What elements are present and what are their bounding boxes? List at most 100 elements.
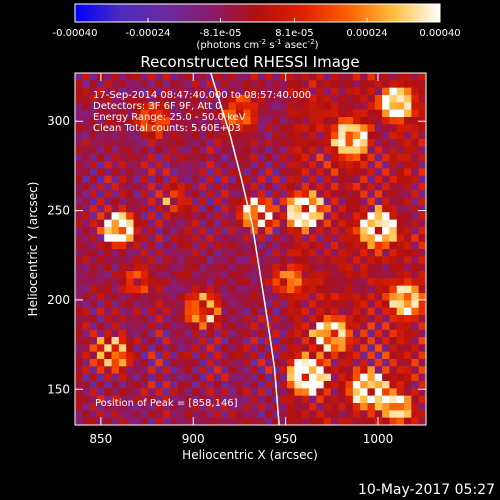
heatmap-pixel	[301, 80, 310, 89]
heatmap-pixel	[330, 212, 339, 221]
heatmap-pixel	[279, 278, 288, 287]
heatmap-pixel	[140, 212, 149, 221]
heatmap-pixel	[118, 388, 127, 397]
heatmap-pixel	[243, 205, 252, 213]
heatmap-pixel	[367, 256, 376, 265]
heatmap-pixel	[272, 161, 281, 169]
heatmap-pixel	[243, 329, 252, 338]
heatmap-pixel	[330, 87, 339, 96]
heatmap-pixel	[104, 395, 113, 404]
heatmap-pixel	[316, 285, 325, 294]
heatmap-pixel	[338, 146, 347, 155]
heatmap-pixel	[257, 373, 266, 382]
heatmap-pixel	[411, 307, 420, 316]
heatmap-pixel	[96, 373, 105, 382]
heatmap-pixel	[75, 293, 83, 301]
heatmap-pixel	[272, 219, 281, 228]
heatmap-pixel	[250, 161, 259, 169]
heatmap-pixel	[257, 124, 266, 133]
heatmap-pixel	[228, 212, 237, 221]
heatmap-pixel	[338, 139, 347, 147]
x-axis: 850 900 950 1000	[89, 73, 393, 446]
heatmap-pixel	[338, 315, 347, 323]
heatmap-pixel	[118, 278, 127, 287]
heatmap-pixel	[126, 344, 135, 353]
heatmap-pixel	[265, 263, 274, 272]
heatmap-pixel	[148, 124, 157, 133]
heatmap-pixel	[206, 102, 215, 111]
heatmap-pixel	[287, 234, 295, 243]
heatmap-pixel	[199, 307, 208, 316]
heatmap-pixel	[294, 417, 303, 425]
heatmap-pixel	[126, 307, 135, 316]
heatmap-pixel	[316, 241, 325, 250]
heatmap-pixel	[323, 197, 332, 206]
heatmap-pixel	[140, 373, 149, 382]
heatmap-pixel	[96, 344, 105, 353]
heatmap-pixel	[155, 285, 164, 294]
heatmap-pixel	[111, 278, 120, 287]
heatmap-pixel	[162, 359, 171, 367]
heatmap-pixel	[155, 300, 164, 309]
heatmap-pixel	[396, 300, 405, 309]
heatmap-pixel	[213, 234, 222, 243]
heatmap-pixel	[243, 256, 252, 265]
heatmap-pixel	[360, 293, 369, 301]
heatmap-pixel	[287, 388, 295, 397]
heatmap-pixel	[89, 410, 98, 419]
heatmap-pixel	[133, 373, 142, 382]
heatmap-pixel	[126, 381, 135, 389]
heatmap-pixel	[309, 219, 317, 228]
colorbar-tick-label: -0.00040	[53, 28, 98, 39]
heatmap-pixel	[367, 146, 376, 155]
heatmap-pixel	[404, 256, 412, 265]
heatmap-pixel	[301, 102, 310, 111]
heatmap-pixel	[75, 73, 83, 81]
heatmap-pixel	[148, 388, 157, 397]
heatmap-pixel	[170, 168, 178, 177]
heatmap-pixel	[104, 410, 113, 419]
heatmap-pixel	[257, 183, 266, 191]
heatmap-pixel	[352, 139, 361, 147]
heatmap-pixel	[155, 175, 164, 184]
heatmap-pixel	[96, 322, 105, 331]
heatmap-pixel	[418, 197, 426, 206]
heatmap-pixel	[235, 227, 244, 235]
heatmap-pixel	[89, 337, 98, 345]
heatmap-pixel	[243, 388, 252, 397]
heatmap-pixel	[162, 139, 171, 147]
heatmap-pixel	[126, 329, 135, 338]
heatmap-pixel	[301, 417, 310, 425]
heatmap-pixel	[228, 80, 237, 89]
heatmap-pixel	[235, 256, 244, 265]
heatmap-pixel	[192, 139, 200, 147]
heatmap-pixel	[389, 234, 398, 243]
heatmap-pixel	[279, 322, 288, 331]
heatmap-pixel	[418, 87, 426, 96]
heatmap-pixel	[411, 234, 420, 243]
heatmap-pixel	[89, 271, 98, 279]
heatmap-pixel	[213, 73, 222, 81]
heatmap-pixel	[140, 87, 149, 96]
heatmap-pixel	[243, 249, 252, 257]
heatmap-pixel	[148, 175, 157, 184]
heatmap-pixel	[411, 285, 420, 294]
heatmap-pixel	[89, 80, 98, 89]
heatmap-pixel	[411, 139, 420, 147]
heatmap-pixel	[287, 337, 295, 345]
heatmap-pixel	[133, 337, 142, 345]
heatmap-pixel	[367, 131, 376, 140]
heatmap-pixel	[396, 373, 405, 382]
heatmap-pixel	[389, 161, 398, 169]
heatmap-pixel	[148, 359, 157, 367]
heatmap-pixel	[360, 109, 369, 118]
heatmap-pixel	[309, 263, 317, 272]
heatmap-pixel	[206, 417, 215, 425]
heatmap-pixel	[126, 373, 135, 382]
heatmap-pixel	[221, 234, 230, 243]
heatmap-pixel	[104, 359, 113, 367]
heatmap-pixel	[177, 102, 186, 111]
heatmap-pixel	[309, 80, 317, 89]
heatmap-pixel	[148, 241, 157, 250]
heatmap-pixel	[221, 197, 230, 206]
